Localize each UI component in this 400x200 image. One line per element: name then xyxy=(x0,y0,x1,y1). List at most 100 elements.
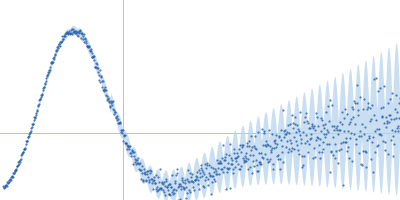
Point xyxy=(0,186,7,189)
Point xyxy=(54,46,60,49)
Point xyxy=(149,177,155,180)
Point xyxy=(106,99,112,103)
Point xyxy=(276,135,282,138)
Point xyxy=(223,187,229,190)
Point xyxy=(273,146,279,149)
Point xyxy=(361,97,368,101)
Point xyxy=(368,157,374,160)
Point xyxy=(110,107,116,110)
Point xyxy=(298,154,305,157)
Point xyxy=(35,104,42,108)
Point xyxy=(286,131,292,134)
Point xyxy=(305,150,311,154)
Point xyxy=(78,32,84,35)
Point xyxy=(27,130,34,133)
Point xyxy=(194,171,200,174)
Point xyxy=(235,154,241,157)
Point xyxy=(146,172,153,175)
Point xyxy=(103,94,110,97)
Point xyxy=(354,83,360,86)
Point xyxy=(292,115,298,119)
Point xyxy=(180,181,187,184)
Point xyxy=(238,165,244,168)
Point xyxy=(338,148,344,151)
Point xyxy=(290,135,297,138)
Point xyxy=(92,65,99,69)
Point xyxy=(388,138,394,141)
Point xyxy=(234,162,241,166)
Point xyxy=(123,141,130,144)
Point xyxy=(222,155,228,158)
Point xyxy=(242,155,248,158)
Point xyxy=(80,32,87,35)
Point xyxy=(106,100,112,104)
Point xyxy=(18,153,25,156)
Point xyxy=(84,45,91,49)
Point xyxy=(142,178,149,181)
Point xyxy=(183,196,190,199)
Point xyxy=(315,124,321,128)
Point xyxy=(19,152,25,155)
Point xyxy=(352,101,358,104)
Point xyxy=(13,168,20,172)
Point xyxy=(134,157,141,160)
Point xyxy=(379,115,385,118)
Point xyxy=(219,157,225,160)
Point xyxy=(57,41,64,44)
Point xyxy=(310,126,316,129)
Point xyxy=(215,161,221,164)
Point xyxy=(249,171,255,174)
Point xyxy=(15,161,22,164)
Point xyxy=(194,176,200,179)
Point xyxy=(169,191,176,194)
Point xyxy=(146,178,152,182)
Point xyxy=(162,193,168,196)
Point xyxy=(0,185,6,188)
Point xyxy=(316,156,323,159)
Point xyxy=(76,30,82,33)
Point xyxy=(360,149,366,153)
Point xyxy=(137,169,143,172)
Point xyxy=(344,150,350,153)
Point xyxy=(148,181,155,184)
Point xyxy=(180,186,186,189)
Point xyxy=(234,155,240,158)
Point xyxy=(262,152,268,155)
Point xyxy=(337,121,344,124)
Point xyxy=(200,170,206,173)
Point xyxy=(3,183,9,186)
Point xyxy=(220,170,226,174)
Point xyxy=(170,188,177,191)
Point xyxy=(29,125,35,128)
Point xyxy=(382,115,389,119)
Point xyxy=(166,193,173,196)
Point xyxy=(376,127,382,130)
Point xyxy=(229,162,235,165)
Point xyxy=(386,113,393,117)
Point xyxy=(159,182,166,186)
Point xyxy=(143,180,149,183)
Point xyxy=(142,172,148,175)
Point xyxy=(364,102,371,105)
Point xyxy=(48,61,54,64)
Point xyxy=(126,144,133,148)
Point xyxy=(161,181,167,184)
Point xyxy=(111,109,117,112)
Point xyxy=(166,183,172,186)
Point xyxy=(7,178,14,182)
Point xyxy=(212,173,219,176)
Point xyxy=(25,135,32,139)
Point xyxy=(308,137,314,140)
Point xyxy=(315,151,322,154)
Point xyxy=(39,93,45,96)
Point xyxy=(66,32,73,35)
Point xyxy=(117,122,124,125)
Point xyxy=(314,136,321,140)
Point xyxy=(239,157,246,160)
Point xyxy=(83,39,89,42)
Point xyxy=(228,159,235,162)
Point xyxy=(314,115,320,118)
Point xyxy=(243,159,250,162)
Point xyxy=(227,186,233,189)
Point xyxy=(163,180,169,183)
